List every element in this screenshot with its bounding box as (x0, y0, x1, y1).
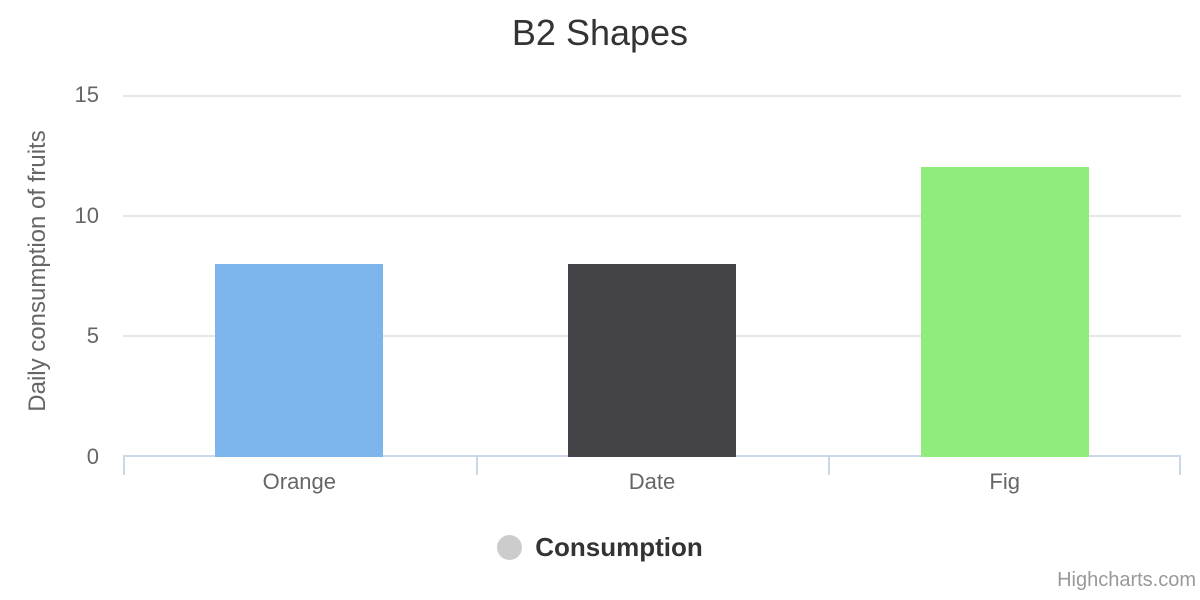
plot-area (123, 95, 1181, 475)
x-axis-label-date: Date (628, 469, 676, 494)
legend-item-consumption[interactable]: Consumption (0, 532, 1200, 563)
gridline-y-10 (123, 214, 1181, 217)
y-tick-label-0: 0 (86, 444, 99, 469)
legend-marker-icon (497, 535, 523, 560)
x-axis-tick (476, 457, 478, 475)
bar-orange[interactable] (215, 263, 384, 457)
x-axis-tick (828, 457, 830, 475)
bar-fig[interactable] (920, 167, 1089, 457)
x-axis-tick (123, 457, 125, 475)
y-tick-label-15: 15 (74, 82, 99, 107)
x-axis-label-fig: Fig (989, 469, 1020, 494)
gridline-y-15 (123, 95, 1181, 97)
legend-label: Consumption (535, 532, 703, 562)
y-axis-title: Daily consumption of fruits (24, 130, 51, 412)
x-axis-tick (1179, 457, 1181, 475)
highcharts-credit-link[interactable]: Highcharts.com (1057, 569, 1196, 591)
bar-date[interactable] (568, 263, 736, 457)
x-axis-label-orange: Orange (262, 469, 337, 494)
y-tick-label-10: 10 (74, 202, 99, 228)
chart-title: B2 Shapes (511, 12, 689, 53)
y-tick-label-5: 5 (86, 323, 99, 349)
